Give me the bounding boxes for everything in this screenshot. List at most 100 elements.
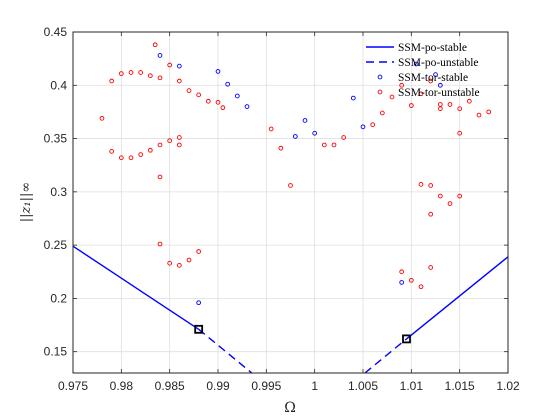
tor-stable-point [302, 118, 308, 123]
x-tick-label: 0.985 [155, 379, 185, 393]
tor-unstable-point [138, 70, 144, 75]
tor-stable-point [312, 130, 318, 136]
x-axis-label: Ω [284, 400, 296, 416]
x-tick-label: 1.015 [445, 379, 475, 393]
y-tick-label: 0.4 [50, 78, 67, 92]
x-tick-label: 0.99 [206, 379, 230, 393]
tor-unstable-point [128, 155, 134, 161]
legend: SSM-po-stable SSM-po-unstable SSM-tor-stab… [366, 42, 480, 99]
tor-unstable-point [457, 130, 463, 136]
tor-unstable-point [437, 106, 443, 112]
tor-unstable-point [399, 269, 405, 275]
tor-stable-point [176, 63, 182, 69]
tor-stable-point [413, 61, 419, 67]
tor-unstable-point [167, 260, 173, 266]
tor-unstable-point [447, 201, 453, 206]
x-tick-label: 0.995 [251, 379, 281, 393]
x-tick-label: 0.98 [110, 379, 134, 393]
tor-unstable-point [157, 75, 163, 81]
tor-unstable-point [138, 152, 144, 157]
tor-unstable-point [186, 257, 192, 263]
tor-unstable-point [157, 174, 163, 180]
legend-label: SSM-po-stable [398, 42, 467, 54]
tor-unstable-point [399, 82, 405, 88]
x-tick-label: 0.975 [58, 379, 88, 393]
tor-unstable-point [109, 149, 115, 154]
tor-stable-point [399, 280, 405, 285]
tor-stable-point [244, 104, 250, 109]
legend-label: SSM-po-unstable [398, 57, 479, 69]
tor-stable-point [234, 93, 240, 99]
tor-unstable-point [428, 183, 434, 188]
bifurcation-marker [194, 324, 204, 334]
tor-unstable-point [486, 109, 492, 115]
tor-unstable-point [321, 142, 327, 148]
tor-unstable-point [196, 249, 202, 254]
tor-unstable-point [370, 122, 376, 128]
ticks: 0.975 0.98 0.985 0.99 0.995 1 1.005 1.01 1.015 1.… [44, 25, 520, 393]
tor-stable-point [157, 53, 163, 58]
tor-unstable-point [278, 145, 284, 151]
y-tick-label: 0.2 [50, 291, 67, 305]
tor-unstable-point [408, 103, 414, 108]
tor-unstable-point [428, 265, 434, 270]
tor-unstable-point [408, 277, 414, 283]
tor-stable-point [292, 134, 298, 139]
tor-unstable-point [379, 110, 385, 116]
y-axis-label: ||z₁||∞ [19, 182, 34, 222]
legend-label: SSM-tor-stable [398, 72, 468, 84]
tor-stable-point [225, 81, 231, 87]
tor-unstable-point [418, 284, 424, 290]
po-stable-branch [73, 245, 200, 330]
po-unstable-branch [364, 338, 407, 373]
tor-unstable-point [437, 193, 443, 199]
tor-stable-point [360, 124, 366, 130]
tor-stable-point [350, 95, 356, 101]
y-tick-label: 0.35 [44, 132, 68, 146]
y-tick-label: 0.15 [44, 345, 68, 359]
tor-unstable-point [118, 71, 124, 76]
y-tick-label: 0.25 [44, 238, 68, 252]
plot-area [73, 42, 508, 373]
tor-unstable-point [288, 183, 293, 188]
x-tick-label: 1.005 [348, 379, 378, 393]
tor-unstable-point [457, 193, 463, 199]
tor-unstable-point [418, 91, 424, 97]
y-tick-label: 0.3 [50, 185, 67, 199]
tor-unstable-point [466, 98, 472, 104]
tor-unstable-point [437, 102, 443, 107]
tor-unstable-point [167, 138, 173, 144]
tor-unstable-point [428, 211, 434, 217]
tor-unstable-point [476, 112, 482, 118]
axes-box [72, 31, 509, 374]
tor-unstable-point [341, 135, 347, 140]
tor-unstable-point [128, 70, 134, 75]
tor-unstable-point [147, 73, 153, 79]
x-tick-label: 1.01 [400, 379, 424, 393]
tor-unstable-point [118, 155, 124, 161]
tor-stable-point [215, 69, 221, 74]
tor-unstable-point [447, 102, 453, 107]
bifurcation-marker [402, 334, 411, 344]
tor-unstable-point [176, 263, 182, 268]
tor-stable-point [196, 300, 202, 306]
tor-unstable-point [205, 98, 211, 104]
tor-stable-point [437, 82, 443, 88]
tor-unstable-point [176, 135, 182, 140]
tor-unstable-point [331, 142, 337, 148]
tor-unstable-point [418, 182, 424, 187]
tor-unstable-point [215, 99, 221, 105]
tor-unstable-point [167, 62, 173, 68]
tor-unstable-point [389, 94, 395, 100]
tor-unstable-point [157, 241, 163, 247]
x-tick-label: 1.02 [496, 379, 520, 393]
tor-unstable-point [268, 126, 274, 132]
tor-unstable-point [457, 106, 463, 112]
tor-unstable-point [428, 78, 434, 84]
tor-unstable-point [176, 142, 182, 148]
legend-label: SSM-tor-unstable [398, 87, 480, 99]
tor-unstable-point [147, 147, 153, 153]
tor-unstable-point [152, 42, 158, 48]
y-tick-label: 0.45 [44, 25, 68, 39]
